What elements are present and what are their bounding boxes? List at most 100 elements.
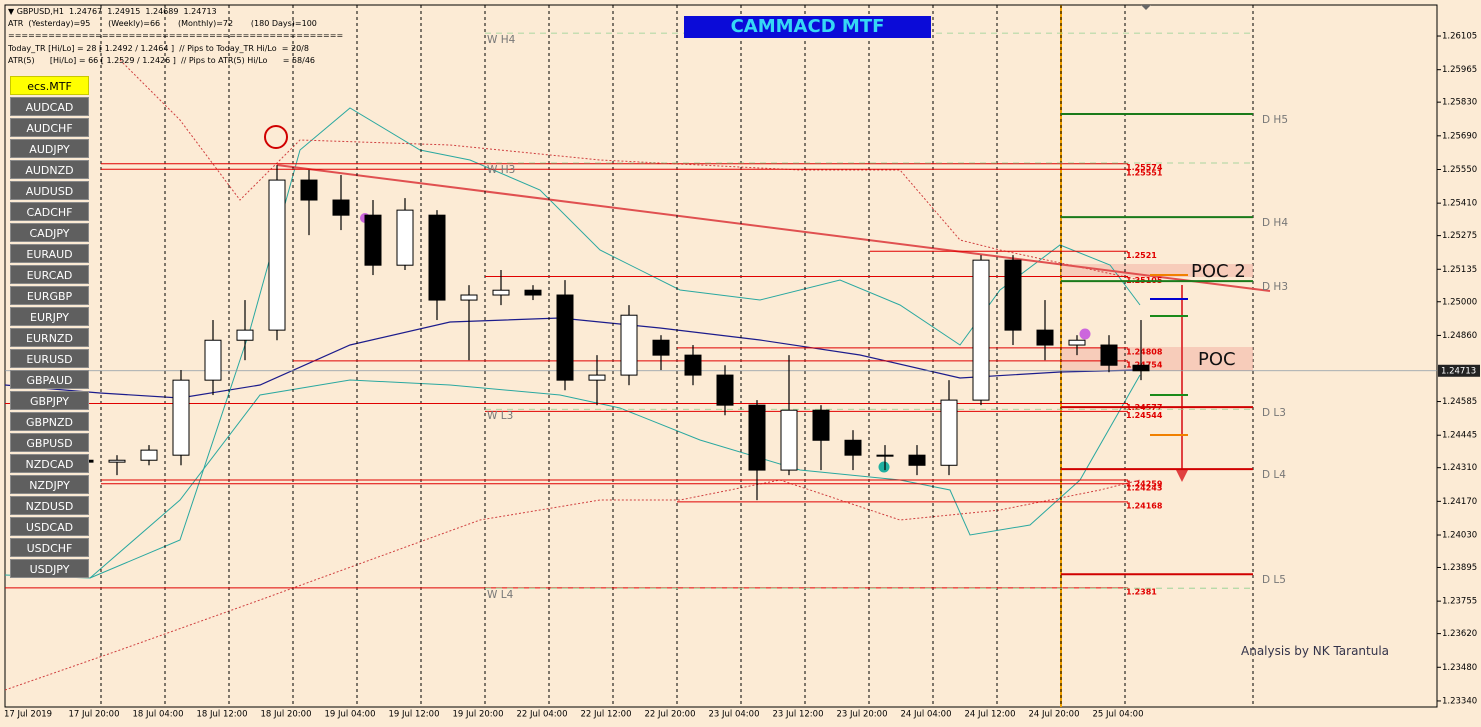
candle-body [652, 339, 670, 356]
symbol-button[interactable]: USDCHF [10, 538, 89, 557]
symbol-button[interactable]: AUDNZD [10, 160, 89, 179]
candle-body [556, 294, 574, 381]
x-tick-label: 18 Jul 12:00 [197, 710, 248, 720]
candle-body [748, 404, 766, 471]
symbol-button[interactable]: AUDUSD [10, 181, 89, 200]
y-tick-label: 1.25135 [1442, 265, 1477, 275]
candle-body [364, 214, 382, 266]
symbol-button[interactable]: GBPJPY [10, 391, 89, 410]
poc-label: POC [1198, 349, 1236, 370]
candle-body [236, 329, 254, 341]
y-tick-label: 1.24030 [1442, 531, 1477, 541]
y-tick-label: 1.25000 [1442, 297, 1477, 307]
y-tick-label: 1.25965 [1442, 65, 1477, 75]
mtf-button[interactable]: ecs.MTF [10, 76, 89, 95]
y-tick-label: 1.24310 [1442, 463, 1477, 473]
pivot-label: W H4 [487, 34, 516, 46]
symbol-button[interactable]: EURJPY [10, 307, 89, 326]
symbol-button[interactable]: NZDCAD [10, 454, 89, 473]
candle-body [396, 209, 414, 266]
symbol-button[interactable]: AUDCHF [10, 118, 89, 137]
y-tick-label: 1.25830 [1442, 98, 1477, 108]
symbol-button[interactable]: GBPAUD [10, 370, 89, 389]
candle-body [172, 379, 190, 456]
x-tick-label: 24 Jul 12:00 [965, 710, 1016, 720]
candle-body [140, 449, 158, 461]
symbol-button[interactable]: EURAUD [10, 244, 89, 263]
signal-dot [878, 461, 890, 473]
candle-body [876, 454, 894, 457]
pivot-label: D H5 [1262, 114, 1288, 126]
scroll-marker [1141, 5, 1151, 10]
level-label: 1.24544 [1126, 411, 1163, 420]
candle-body [108, 459, 126, 463]
candle-body [844, 439, 862, 456]
header-line: ========================================… [8, 31, 344, 40]
y-tick-label: 1.23895 [1442, 563, 1477, 573]
symbol-button[interactable]: GBPUSD [10, 433, 89, 452]
y-tick-label: 1.25275 [1442, 231, 1477, 241]
x-tick-label: 25 Jul 04:00 [1093, 710, 1144, 720]
symbol-button[interactable]: NZDUSD [10, 496, 89, 515]
last-price-box [1438, 364, 1480, 377]
y-tick-label: 1.26105 [1442, 32, 1477, 42]
candle-body [620, 314, 638, 376]
candle-body [972, 259, 990, 401]
candle-body [940, 399, 958, 466]
symbol-button[interactable]: AUDCAD [10, 97, 89, 116]
pivot-label: D L5 [1262, 574, 1286, 586]
candle-body [812, 409, 830, 441]
candle-body [588, 374, 606, 381]
symbol-button[interactable]: USDCAD [10, 517, 89, 536]
y-tick-label: 1.23340 [1442, 696, 1477, 706]
symbol-button[interactable]: EURCAD [10, 265, 89, 284]
pivot-label: W L3 [487, 410, 513, 422]
symbol-button[interactable]: CADCHF [10, 202, 89, 221]
y-tick-label: 1.25410 [1442, 199, 1477, 209]
candle-body [1100, 344, 1118, 366]
x-tick-label: 22 Jul 12:00 [581, 710, 632, 720]
envelope-upper [119, 59, 1141, 281]
candle-body [268, 179, 286, 331]
last-price-label: 1.24713 [1441, 366, 1476, 376]
level-label: 1.24168 [1126, 501, 1163, 510]
candle-body [908, 454, 926, 466]
level-label: 1.24808 [1126, 347, 1163, 356]
symbol-button[interactable]: NZDJPY [10, 475, 89, 494]
pivot-label: D H4 [1262, 217, 1288, 229]
x-tick-label: 22 Jul 04:00 [517, 710, 568, 720]
header-line: ATR(5) [Hi/Lo] = 66 [ 1.2529 / 1.2426 ] … [8, 56, 316, 65]
symbol-button[interactable]: EURUSD [10, 349, 89, 368]
x-tick-label: 23 Jul 12:00 [773, 710, 824, 720]
pivot-label: W L4 [487, 589, 514, 601]
symbol-button[interactable]: USDJPY [10, 559, 89, 578]
poc2-zone [1061, 264, 1253, 277]
header-line: Today_TR [Hi/Lo] = 28 [ 1.2492 / 1.2464 … [8, 44, 309, 53]
poc-label: POC 2 [1191, 261, 1246, 282]
level-label: 1.24243 [1126, 483, 1162, 492]
symbol-button[interactable]: GBPNZD [10, 412, 89, 431]
x-tick-label: 24 Jul 20:00 [1029, 710, 1080, 720]
pivot-label: W H3 [487, 164, 515, 176]
candle-body [524, 289, 542, 296]
arrow-head [1176, 470, 1188, 482]
symbol-button[interactable]: EURGBP [10, 286, 89, 305]
candle-body [716, 374, 734, 406]
candle-body [460, 294, 478, 301]
indicator-title: CAMMACD MTF [684, 16, 931, 38]
y-tick-label: 1.23620 [1442, 629, 1477, 639]
x-tick-label: 23 Jul 04:00 [709, 710, 760, 720]
x-tick-label: 17 Jul 2019 [4, 710, 52, 720]
x-tick-label: 22 Jul 20:00 [645, 710, 696, 720]
x-tick-label: 23 Jul 20:00 [837, 710, 888, 720]
header-line: ATR (Yesterday)=95 (Weekly)=66 (Monthly)… [8, 19, 317, 28]
symbol-button[interactable]: EURNZD [10, 328, 89, 347]
x-tick-label: 18 Jul 20:00 [261, 710, 312, 720]
candle-body [492, 289, 510, 296]
symbol-button[interactable]: CADJPY [10, 223, 89, 242]
level-label: 1.24259 [1126, 479, 1163, 488]
symbol-button[interactable]: AUDJPY [10, 139, 89, 158]
level-label: 1.2521 [1126, 251, 1157, 260]
y-tick-label: 1.24585 [1442, 397, 1477, 407]
